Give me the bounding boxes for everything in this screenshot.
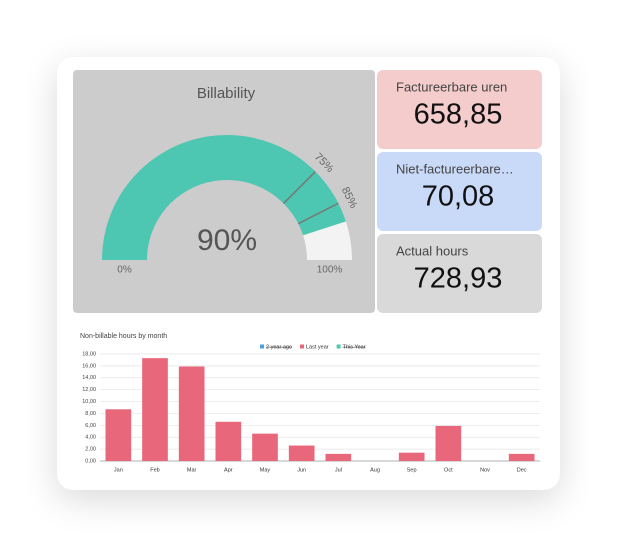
y-tick-label: 14,00	[82, 375, 96, 381]
x-tick-label: Sep	[407, 467, 417, 473]
gauge-min-label: 0%	[117, 265, 132, 276]
y-tick-label: 12,00	[82, 387, 96, 393]
x-tick-label: Aug	[370, 467, 380, 473]
bar	[288, 445, 315, 461]
y-tick-label: 18,00	[82, 351, 96, 357]
bar	[105, 409, 132, 461]
y-tick-label: 6,00	[85, 423, 96, 429]
kpi-value: 728,93	[414, 263, 503, 295]
x-tick-label: Oct	[444, 467, 453, 473]
gauge-panel	[73, 70, 375, 313]
gauge-arc	[102, 135, 346, 260]
x-tick-label: Jan	[114, 467, 123, 473]
y-tick-label: 10,00	[82, 399, 96, 405]
legend-swatch	[300, 344, 304, 349]
gauge-marker	[297, 202, 339, 225]
x-tick-label: May	[260, 467, 271, 473]
kpi-label: Actual hours	[396, 243, 469, 258]
legend-label: This Year	[343, 344, 366, 350]
bar	[178, 366, 205, 461]
gauge-marker	[283, 171, 316, 204]
gauge-title: Billability	[197, 85, 256, 102]
legend-label: 2 year ago	[266, 344, 292, 350]
bar	[508, 453, 535, 461]
x-tick-label: Jul	[335, 467, 342, 473]
kpi-card	[377, 70, 542, 149]
kpi-card	[377, 234, 542, 313]
bar	[252, 433, 278, 461]
bar	[215, 421, 242, 461]
gauge-value: 90%	[197, 224, 257, 257]
y-tick-label: 2,00	[85, 447, 96, 453]
y-tick-label: 8,00	[85, 411, 96, 417]
chart-title: Non-billable hours by month	[80, 333, 167, 340]
legend-swatch	[336, 344, 341, 349]
gauge-max-label: 100%	[317, 265, 343, 276]
x-tick-label: Mar	[187, 467, 197, 473]
kpi-value: 658,85	[414, 99, 503, 131]
legend-label: Last year	[306, 344, 329, 350]
legend-swatch	[260, 344, 264, 349]
bar	[435, 425, 462, 461]
gauge-remainder	[303, 221, 352, 260]
x-tick-label: Dec	[517, 467, 527, 473]
x-tick-label: Nov	[480, 467, 490, 473]
kpi-card	[377, 152, 542, 231]
bar	[398, 452, 425, 461]
y-tick-label: 0,00	[85, 458, 96, 464]
kpi-label: Niet-factureerbare…	[396, 161, 514, 176]
kpi-value: 70,08	[422, 181, 495, 213]
x-tick-label: Jun	[297, 467, 306, 473]
x-tick-label: Feb	[150, 467, 159, 473]
y-tick-label: 16,00	[82, 363, 96, 369]
y-tick-label: 4,00	[85, 435, 96, 441]
bar	[325, 453, 352, 461]
x-tick-label: Apr	[224, 467, 233, 473]
bar	[142, 358, 168, 461]
kpi-label: Factureerbare uren	[396, 79, 507, 94]
